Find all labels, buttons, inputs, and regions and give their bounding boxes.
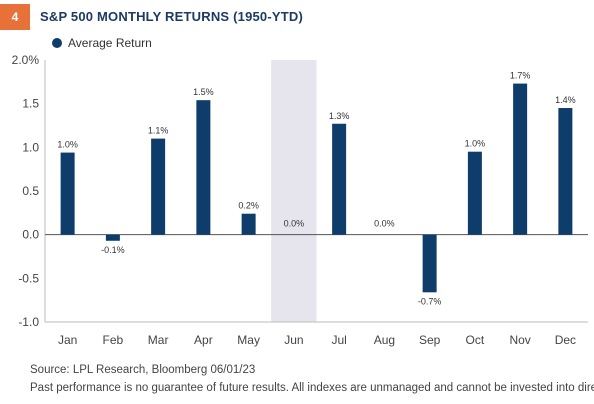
figure-number-badge: 4: [0, 4, 30, 30]
x-tick-label: Mar: [148, 333, 169, 347]
x-tick-label: May: [237, 333, 260, 347]
data-label: 1.3%: [329, 111, 350, 121]
y-tick-label: 1.0: [22, 140, 39, 154]
y-tick-label: -0.5: [18, 271, 39, 285]
x-tick-label: Jan: [58, 333, 77, 347]
y-tick-label: 0.5: [22, 184, 39, 198]
data-label: 0.0%: [374, 219, 395, 229]
data-label: 1.1%: [148, 126, 169, 136]
legend-label: Average Return: [68, 36, 152, 50]
x-tick-label: Aug: [374, 333, 395, 347]
bar: [196, 100, 211, 235]
bar: [422, 234, 437, 293]
x-tick-label: Apr: [194, 333, 213, 347]
data-label: 1.5%: [193, 87, 214, 97]
bar: [60, 152, 75, 235]
x-tick-label: Sep: [419, 333, 441, 347]
chart-title: S&P 500 MONTHLY RETURNS (1950-YTD): [40, 9, 304, 24]
chart-legend: Average Return: [52, 36, 152, 50]
source-note: Source: LPL Research, Bloomberg 06/01/23: [30, 364, 256, 376]
data-label: -0.1%: [101, 245, 125, 255]
x-tick-label: Jun: [284, 333, 303, 347]
x-tick-label: Nov: [509, 333, 530, 347]
y-tick-label: 0.0: [22, 228, 39, 242]
x-tick-label: Dec: [555, 333, 576, 347]
bar: [558, 108, 573, 235]
data-label: 1.0%: [465, 139, 486, 149]
data-label: 0.2%: [238, 201, 259, 211]
data-label: -0.7%: [418, 296, 442, 306]
data-label: 0.0%: [284, 219, 305, 229]
bar: [332, 123, 347, 235]
y-tick-label: 1.5: [22, 97, 39, 111]
x-tick-label: Feb: [103, 333, 124, 347]
y-tick-label: 2.0%: [12, 53, 40, 67]
data-label: 1.4%: [555, 95, 576, 105]
legend-dot-icon: [52, 38, 62, 48]
bar: [241, 213, 256, 235]
highlight-band: [271, 60, 317, 322]
disclaimer-note: Past performance is no guarantee of futu…: [30, 382, 594, 394]
x-tick-label: Jul: [331, 333, 346, 347]
y-tick-label: -1.0: [18, 315, 39, 329]
bar: [513, 83, 528, 235]
bar: [105, 234, 120, 241]
bar: [151, 138, 166, 235]
x-tick-label: Oct: [466, 333, 485, 347]
data-label: 1.0%: [57, 140, 78, 150]
data-label: 1.7%: [510, 71, 531, 81]
bar: [467, 151, 482, 235]
